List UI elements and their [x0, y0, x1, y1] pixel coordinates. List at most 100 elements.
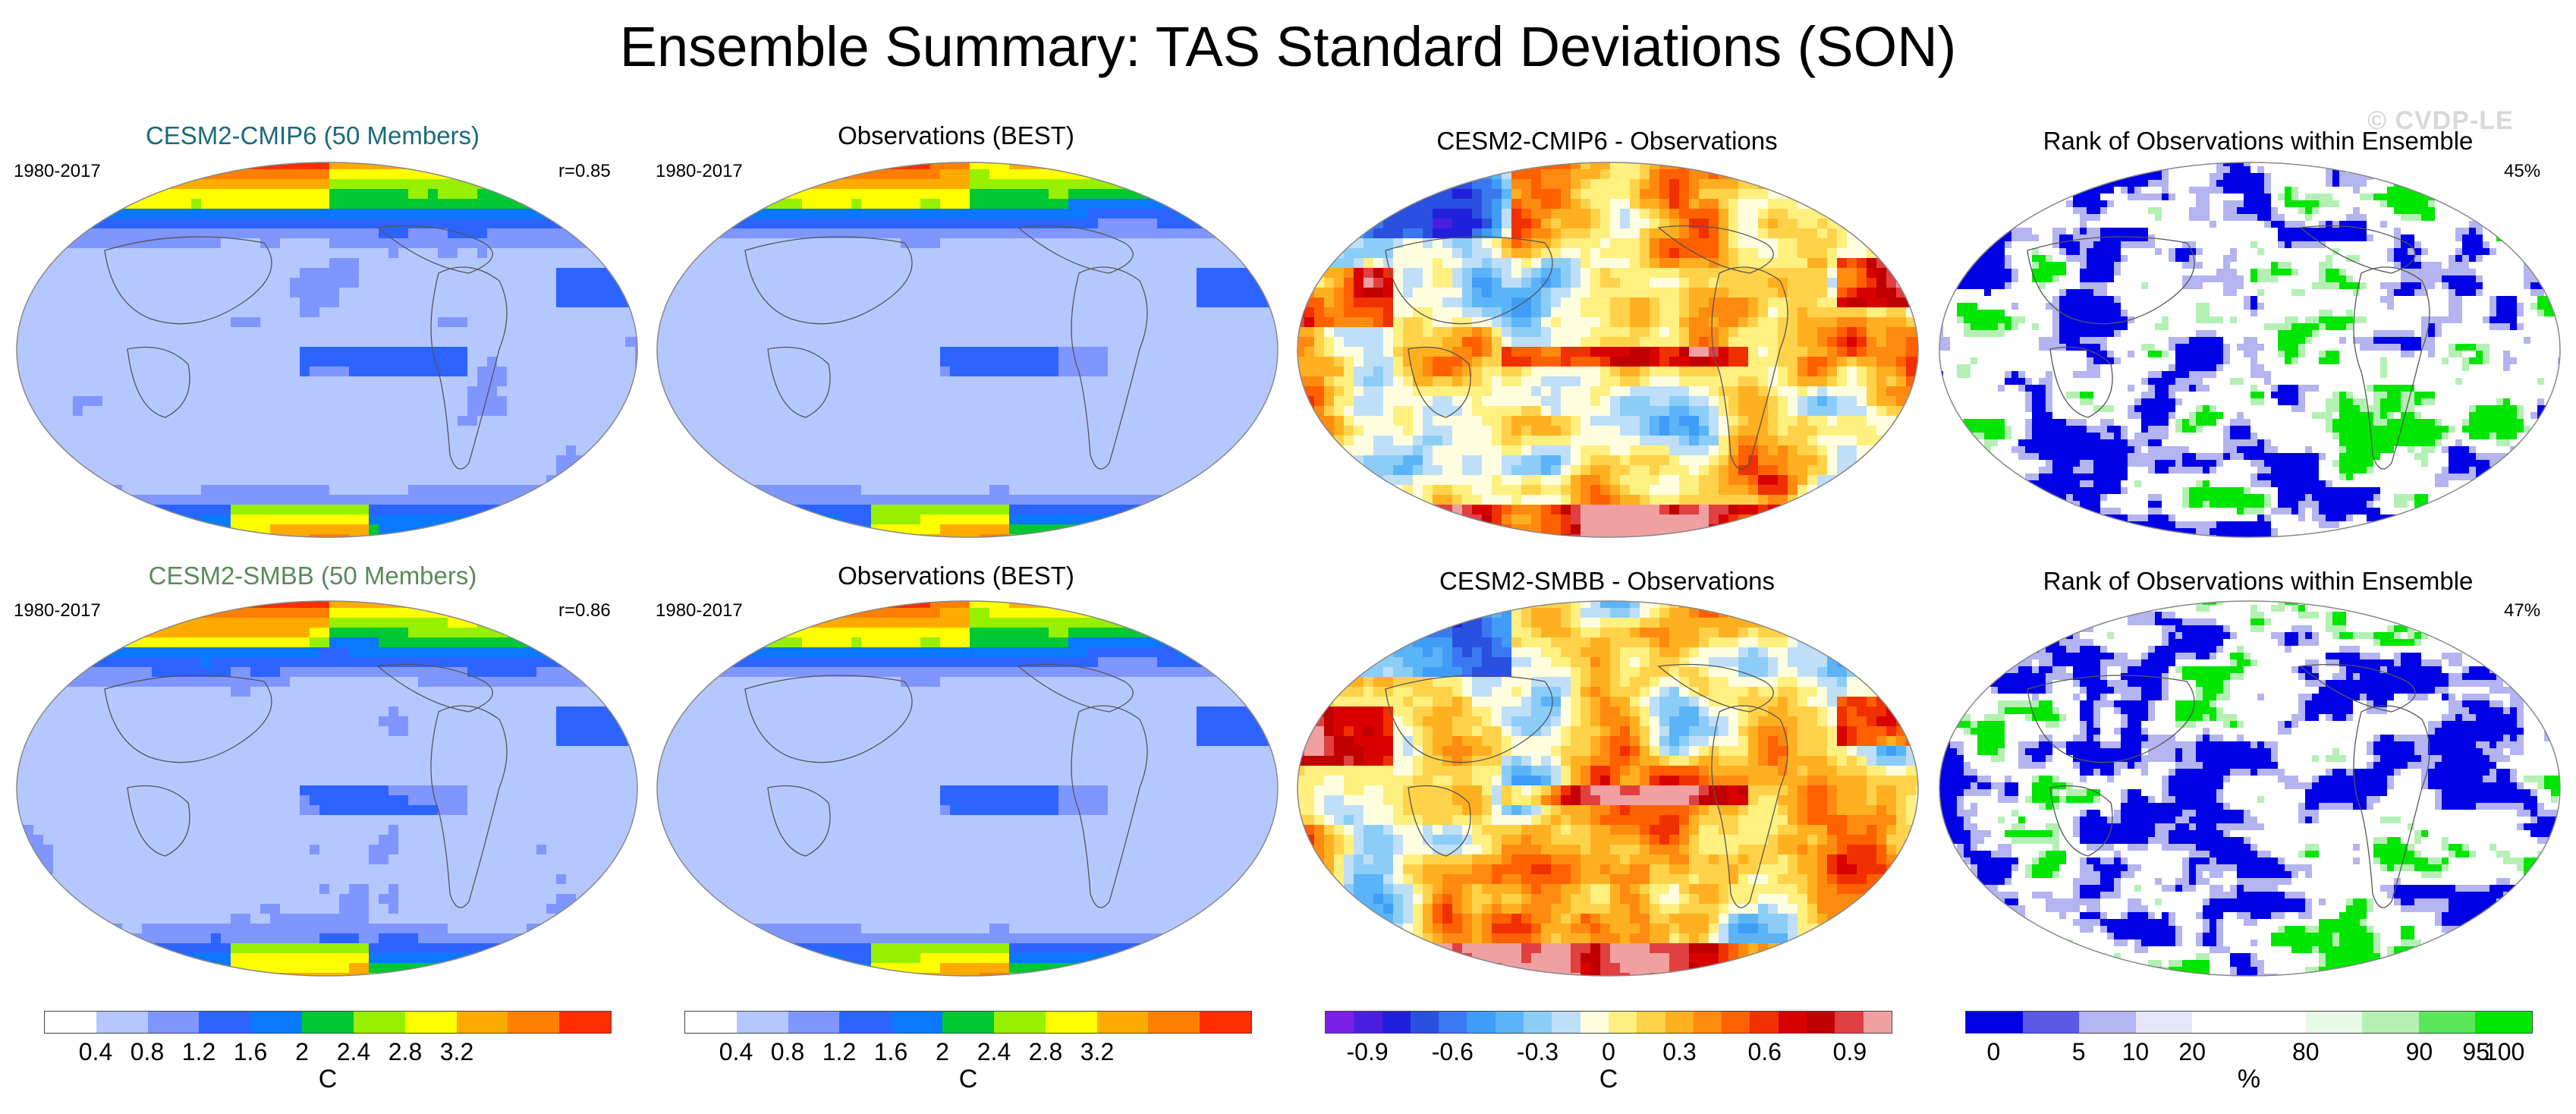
- rank-colorbar-swatch: [2022, 1012, 2080, 1033]
- diff-colorbar-swatch: [1382, 1012, 1411, 1033]
- diff-colorbar-swatch: [1693, 1012, 1722, 1033]
- std-colorbar-2-tick-label: 2.4: [977, 1038, 1011, 1065]
- correlation-label-r2c1: r=0.86: [558, 599, 611, 622]
- diff-colorbar-swatch: [1495, 1012, 1524, 1033]
- map-diff-cesm2-smbb: [1294, 598, 1921, 979]
- std-colorbar-1-tick-label: 3.2: [440, 1038, 473, 1065]
- period-label-r2c2: 1980-2017: [656, 599, 743, 622]
- rank-colorbar-swatch: [2135, 1012, 2193, 1033]
- std-colorbar-2-tick-label: 0.8: [771, 1038, 804, 1065]
- rank-colorbar-tick-label: 95: [2462, 1038, 2490, 1065]
- diff-colorbar-swatch: [1778, 1012, 1807, 1033]
- rank-colorbar-swatch: [2418, 1012, 2476, 1033]
- figure-title: Ensemble Summary: TAS Standard Deviation…: [0, 11, 2576, 83]
- std-colorbar-2-tick-label: 3.2: [1080, 1038, 1114, 1065]
- diff-colorbar-swatch: [1665, 1012, 1694, 1033]
- map-std-cesm2-cmip6: [14, 159, 640, 540]
- panel-title-r1c2: Observations (BEST): [645, 120, 1267, 152]
- diff-colorbar-unit-label: C: [1599, 1064, 1618, 1094]
- diff-colorbar-tick-label: -0.6: [1432, 1038, 1474, 1065]
- std-colorbar-1-swatch: [508, 1012, 560, 1033]
- diff-colorbar-swatch: [1807, 1012, 1835, 1033]
- rank-colorbar-tick-label: 5: [2072, 1038, 2086, 1065]
- diff-colorbar-tick-label: -0.9: [1347, 1038, 1389, 1065]
- std-colorbar-1-swatch: [96, 1012, 148, 1033]
- rank-colorbar-unit-label: %: [2238, 1064, 2260, 1094]
- diff-colorbar-tick-label: 0.9: [1833, 1038, 1867, 1065]
- map-rank-cmip6: [1936, 159, 2563, 540]
- panel-title-r1c3: CESM2-CMIP6 - Observations: [1296, 125, 1918, 157]
- std-colorbar-2-swatch: [685, 1012, 737, 1033]
- std-colorbar-1-swatch: [404, 1012, 457, 1033]
- std-colorbar-2-swatch: [993, 1012, 1046, 1033]
- std-colorbar-1-tick-label: 1.2: [182, 1038, 215, 1065]
- diff-colorbar-swatch: [1326, 1012, 1354, 1033]
- period-label-r1c2: 1980-2017: [656, 160, 743, 183]
- diff-colorbar-tick-label: 0.6: [1747, 1038, 1781, 1065]
- std-colorbar-2: [684, 1011, 1252, 1034]
- panel-title-r2c4: Rank of Observations within Ensemble: [1947, 565, 2569, 597]
- diff-colorbar-swatch: [1637, 1012, 1665, 1033]
- std-colorbar-1-tick-label: 0.8: [131, 1038, 164, 1065]
- std-colorbar-2-tick-label: 1.6: [874, 1038, 907, 1065]
- diff-colorbar-swatch: [1608, 1012, 1637, 1033]
- rank-colorbar-tick-label: 0: [1986, 1038, 2000, 1065]
- panel-title-r2c1: CESM2-SMBB (50 Members): [2, 560, 624, 592]
- std-colorbar-2-swatch: [1148, 1012, 1200, 1033]
- diff-colorbar-swatch: [1439, 1012, 1467, 1033]
- diff-colorbar-swatch: [1354, 1012, 1382, 1033]
- rank-colorbar-swatch: [2475, 1012, 2532, 1033]
- diff-colorbar-swatch: [1835, 1012, 1864, 1033]
- panel-title-r1c4: Rank of Observations within Ensemble: [1947, 125, 2569, 157]
- std-colorbar-2-swatch: [942, 1012, 994, 1033]
- std-colorbar-2-swatch: [1200, 1012, 1251, 1033]
- rank-colorbar-swatch: [2362, 1012, 2419, 1033]
- diff-colorbar-swatch: [1580, 1012, 1609, 1033]
- std-colorbar-1-unit-label: C: [319, 1064, 338, 1094]
- rank-colorbar-swatch: [2248, 1012, 2306, 1033]
- rank-colorbar-tick-label: 90: [2406, 1038, 2433, 1065]
- std-colorbar-1-swatch: [45, 1012, 96, 1033]
- std-colorbar-2-unit-label: C: [959, 1064, 978, 1094]
- std-colorbar-1-swatch: [199, 1012, 251, 1033]
- std-colorbar-2-swatch: [736, 1012, 788, 1033]
- diff-colorbar: [1325, 1011, 1892, 1034]
- rank-colorbar-tick-label: 20: [2178, 1038, 2206, 1065]
- rank-colorbar-swatch: [2079, 1012, 2136, 1033]
- diff-colorbar-tick-label: -0.3: [1517, 1038, 1558, 1065]
- std-colorbar-2-swatch: [1045, 1012, 1097, 1033]
- std-colorbar-1-swatch: [353, 1012, 405, 1033]
- diff-colorbar-swatch: [1750, 1012, 1779, 1033]
- rank-colorbar: [1965, 1011, 2533, 1034]
- std-colorbar-2-tick-label: 1.2: [822, 1038, 856, 1065]
- diff-colorbar-swatch: [1410, 1012, 1439, 1033]
- map-std-obs-best-2: [654, 598, 1281, 979]
- diff-colorbar-swatch: [1467, 1012, 1496, 1033]
- panel-title-r2c2: Observations (BEST): [645, 560, 1267, 592]
- std-colorbar-1-tick-label: 1.6: [234, 1038, 267, 1065]
- diff-colorbar-swatch: [1524, 1012, 1552, 1033]
- std-colorbar-1-tick-label: 2.8: [388, 1038, 422, 1065]
- std-colorbar-2-swatch: [891, 1012, 943, 1033]
- std-colorbar-1-tick-label: 2: [295, 1038, 309, 1065]
- rank-colorbar-tick-label: 80: [2292, 1038, 2320, 1065]
- std-colorbar-2-tick-label: 2.8: [1029, 1038, 1062, 1065]
- panel-title-r2c3: CESM2-SMBB - Observations: [1296, 565, 1918, 597]
- rank-colorbar-tick-label: 10: [2122, 1038, 2150, 1065]
- std-colorbar-1-swatch: [302, 1012, 354, 1033]
- std-colorbar-1-tick-label: 2.4: [337, 1038, 370, 1065]
- rank-colorbar-tick-label: 100: [2484, 1038, 2524, 1065]
- rank-colorbar-swatch: [1966, 1012, 2023, 1033]
- rank-colorbar-swatch: [2192, 1012, 2249, 1033]
- std-colorbar-1-swatch: [147, 1012, 200, 1033]
- map-std-obs-best-1: [654, 159, 1281, 540]
- watermark: © CVDP-LE: [2367, 106, 2514, 136]
- std-colorbar-1-swatch: [559, 1012, 611, 1033]
- correlation-label-r1c1: r=0.85: [558, 160, 611, 183]
- rank-colorbar-swatch: [2305, 1012, 2363, 1033]
- std-colorbar-2-tick-label: 0.4: [719, 1038, 753, 1065]
- diff-colorbar-swatch: [1722, 1012, 1750, 1033]
- diff-colorbar-swatch: [1552, 1012, 1581, 1033]
- map-diff-cesm2-cmip6: [1294, 159, 1921, 540]
- std-colorbar-2-swatch: [1096, 1012, 1149, 1033]
